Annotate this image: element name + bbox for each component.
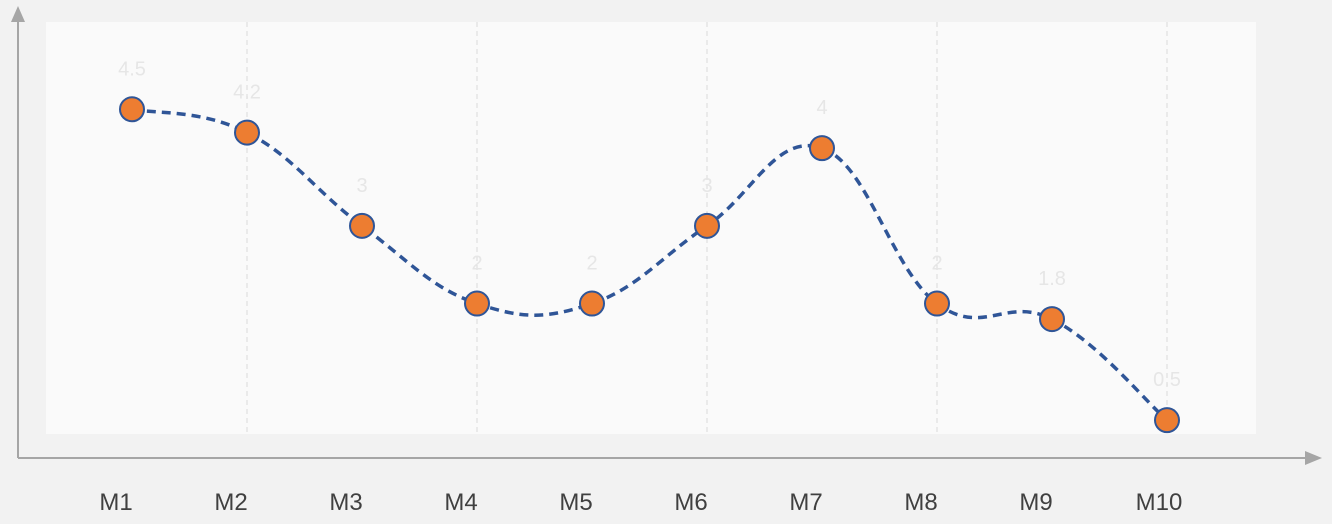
x-tick-label-m8: M8 [904, 489, 937, 516]
grid-lines [246, 22, 1168, 434]
x-tick-label-m5: M5 [559, 489, 592, 516]
data-label-m6: 3 [701, 175, 712, 197]
data-point-m2[interactable] [234, 119, 260, 146]
data-point-m10[interactable] [1154, 407, 1180, 434]
data-label-m7: 4 [816, 97, 827, 119]
data-label-m1: 4.5 [118, 58, 146, 80]
data-label-m4: 2 [471, 253, 482, 275]
x-tick-label-m1: M1 [99, 489, 132, 516]
data-point-m8[interactable] [924, 290, 950, 317]
x-tick-label-m6: M6 [674, 489, 707, 516]
data-point-m4[interactable] [464, 290, 490, 317]
axes [11, 6, 1322, 465]
x-tick-label-m10: M10 [1136, 489, 1183, 516]
x-tick-label-m2: M2 [214, 489, 247, 516]
data-point-m7[interactable] [809, 135, 835, 162]
data-label-m9: 1.8 [1038, 268, 1066, 290]
data-labels: 4.5 4.2 3 2 2 3 4 2 1.8 0.5 [118, 58, 1181, 391]
x-tick-label-m4: M4 [444, 489, 477, 516]
x-tick-labels: M1 M2 M3 M4 M5 M6 M7 M8 M9 M10 [99, 489, 1182, 516]
data-point-m3[interactable] [349, 212, 375, 239]
data-label-m3: 3 [356, 175, 367, 197]
data-label-m5: 2 [586, 253, 597, 275]
data-point-m9[interactable] [1039, 306, 1065, 333]
y-axis-arrow [11, 6, 25, 22]
data-point-m1[interactable] [119, 96, 145, 123]
data-label-m10: 0.5 [1153, 369, 1181, 391]
series [119, 96, 1180, 434]
plot-area [46, 22, 1256, 434]
x-axis-arrow [1305, 451, 1322, 465]
x-tick-label-m7: M7 [789, 489, 822, 516]
data-point-m6[interactable] [694, 212, 720, 239]
series-line [131, 107, 1169, 422]
data-point-m5[interactable] [579, 290, 605, 317]
data-label-m2: 4.2 [233, 82, 261, 104]
data-label-m8: 2 [931, 253, 942, 275]
x-tick-label-m3: M3 [329, 489, 362, 516]
x-tick-label-m9: M9 [1019, 489, 1052, 516]
